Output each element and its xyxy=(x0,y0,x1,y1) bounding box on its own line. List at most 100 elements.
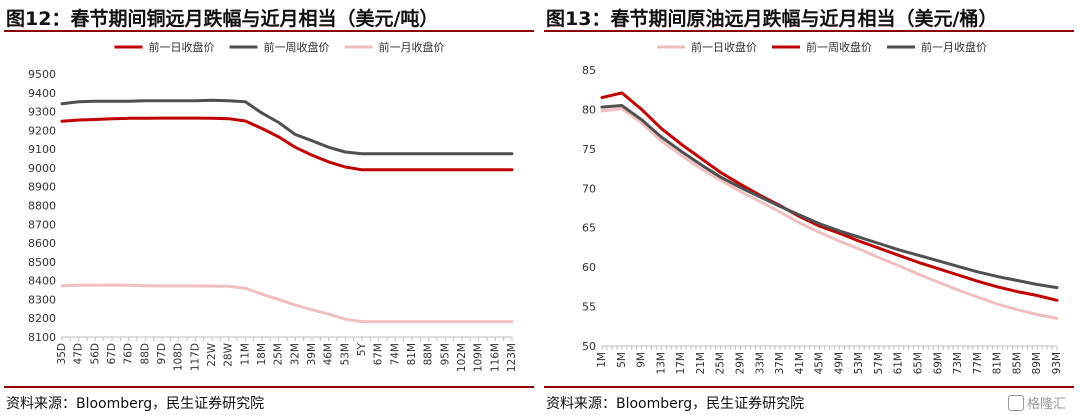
x-tick-label: 61M xyxy=(893,352,905,374)
y-tick-label: 8800 xyxy=(28,200,56,213)
x-tick-label: 28W xyxy=(223,342,235,366)
series-line xyxy=(60,98,514,156)
x-tick-label: 73M xyxy=(952,352,964,374)
legend-label: 前一月收盘价 xyxy=(379,40,445,54)
x-tick-label: 102M xyxy=(456,343,468,372)
y-tick-label: 50 xyxy=(582,340,596,353)
y-tick-label: 60 xyxy=(582,261,596,274)
y-tick-label: 9500 xyxy=(28,68,56,81)
series-line xyxy=(60,283,514,324)
x-tick-label: 88D xyxy=(139,343,151,364)
series-line xyxy=(60,116,514,172)
title-bar: 图13：春节期间原油远月跌幅与近月相当（美元/桶） xyxy=(544,2,1074,32)
source-note: 资料来源：Bloomberg，民生证券研究院 xyxy=(6,396,265,412)
x-tick-label: 22W xyxy=(206,342,218,366)
series-line xyxy=(600,104,1059,290)
x-tick-label: 39M xyxy=(306,343,318,365)
x-tick-label: 13M xyxy=(655,352,667,374)
legend-label: 前一月收盘价 xyxy=(921,40,987,54)
y-tick-label: 85 xyxy=(582,64,596,77)
y-tick-label: 8100 xyxy=(28,331,56,344)
x-tick-label: 81M xyxy=(992,352,1004,374)
x-tick-label: 47D xyxy=(73,343,85,364)
source-note: 资料来源：Bloomberg，民生证券研究院 xyxy=(546,396,805,412)
y-tick-label: 9400 xyxy=(28,87,56,100)
x-tick-label: 53M xyxy=(853,352,865,374)
chart-title: 图13：春节期间原油远月跌幅与近月相当（美元/桶） xyxy=(546,8,998,30)
y-tick-label: 9200 xyxy=(28,124,56,137)
y-tick-label: 8600 xyxy=(28,237,56,250)
x-tick-label: 65M xyxy=(913,352,925,374)
chart-title: 图12：春节期间铜远月跌幅与近月相当（美元/吨） xyxy=(6,8,439,30)
x-tick-label: 29M xyxy=(734,352,746,374)
y-tick-label: 9000 xyxy=(28,162,56,175)
series-line xyxy=(600,107,1059,320)
x-tick-label: 81M xyxy=(406,343,418,365)
x-tick-label: 33M xyxy=(754,352,766,374)
y-tick-label: 55 xyxy=(582,301,596,314)
x-tick-label: 18M xyxy=(256,343,268,365)
watermark: 格隆汇 xyxy=(1007,393,1066,412)
x-tick-label: 45M xyxy=(814,352,826,374)
x-tick-label: 25M xyxy=(273,343,285,365)
x-tick-label: 17M xyxy=(675,352,687,374)
x-tick-label: 5M xyxy=(616,352,628,368)
x-tick-label: 97D xyxy=(156,343,168,364)
x-tick-label: 77M xyxy=(972,352,984,374)
copper-chart-panel: 图12：春节期间铜远月跌幅与近月相当（美元/吨） 前一日收盘价 前一周收盘价 前一月… xyxy=(4,2,534,415)
x-tick-label: 5Y xyxy=(356,342,368,356)
x-tick-label: 76D xyxy=(123,343,135,364)
x-tick-label: 74M xyxy=(389,343,401,365)
x-tick-label: 49M xyxy=(833,352,845,374)
x-tick-label: 88M xyxy=(423,343,435,365)
x-tick-label: 41M xyxy=(794,352,806,374)
x-tick-label: 46M xyxy=(323,343,335,365)
x-tick-label: 95M xyxy=(439,343,451,365)
y-tick-label: 65 xyxy=(582,222,596,235)
copper-line-chart: 前一日收盘价 前一周收盘价 前一月收盘价 8100 8200 8300 8400 8500 86… xyxy=(28,40,518,372)
x-tick-label: 1M xyxy=(596,352,608,368)
y-tick-label: 9100 xyxy=(28,143,56,156)
watermark-logo-icon xyxy=(1007,395,1024,411)
x-tick-label: 123M xyxy=(506,343,518,372)
legend-label: 前一日收盘价 xyxy=(149,40,215,54)
crude-oil-line-chart: 前一日收盘价 前一周收盘价 前一月收盘价 50 55 60 65 70 75 80 85 1M 5M 9M… xyxy=(582,40,1063,374)
watermark-text: 格隆汇 xyxy=(1026,397,1066,412)
x-tick-label: 9M xyxy=(636,352,648,368)
x-tick-label: 56D xyxy=(89,343,101,364)
y-tick-label: 8200 xyxy=(28,312,56,325)
x-tick-label: 32M xyxy=(289,343,301,365)
title-bar: 图12：春节期间铜远月跌幅与近月相当（美元/吨） xyxy=(4,2,534,32)
x-tick-label: 21M xyxy=(695,352,707,374)
x-tick-label: 108D xyxy=(173,343,185,371)
legend-label: 前一周收盘价 xyxy=(264,40,330,54)
x-tick-label: 11M xyxy=(239,343,251,365)
x-tick-label: 35D xyxy=(56,343,68,364)
x-tick-label: 116M xyxy=(489,343,501,372)
x-tick-label: 67M xyxy=(373,343,385,365)
x-tick-label: 57M xyxy=(873,352,885,374)
legend-label: 前一周收盘价 xyxy=(806,40,872,54)
crude-oil-chart-panel: 图13：春节期间原油远月跌幅与近月相当（美元/桶） 前一日收盘价 前一周收盘价 前一… xyxy=(540,0,1080,415)
series-line xyxy=(600,91,1059,302)
legend-label: 前一日收盘价 xyxy=(691,40,757,54)
x-tick-label: 25M xyxy=(715,352,727,374)
x-tick-label: 89M xyxy=(1031,352,1043,374)
x-tick-label: 53M xyxy=(339,343,351,365)
x-tick-label: 37M xyxy=(774,352,786,374)
y-tick-label: 8900 xyxy=(28,181,56,194)
x-tick-label: 109M xyxy=(473,343,485,372)
source-bar: 资料来源：Bloomberg，民生证券研究院 格隆汇 xyxy=(544,386,1074,415)
x-tick-label: 67D xyxy=(106,343,118,364)
y-tick-label: 8400 xyxy=(28,275,56,288)
y-tick-label: 75 xyxy=(582,143,596,156)
x-tick-label: 69M xyxy=(932,352,944,374)
x-tick-label: 117D xyxy=(189,343,201,371)
y-tick-label: 8700 xyxy=(28,218,56,231)
y-tick-label: 8300 xyxy=(28,293,56,306)
y-tick-label: 80 xyxy=(582,103,596,116)
source-bar: 资料来源：Bloomberg，民生证券研究院 xyxy=(4,386,534,415)
x-tick-label: 85M xyxy=(1011,352,1023,374)
y-tick-label: 8500 xyxy=(28,256,56,269)
y-tick-label: 9300 xyxy=(28,106,56,119)
